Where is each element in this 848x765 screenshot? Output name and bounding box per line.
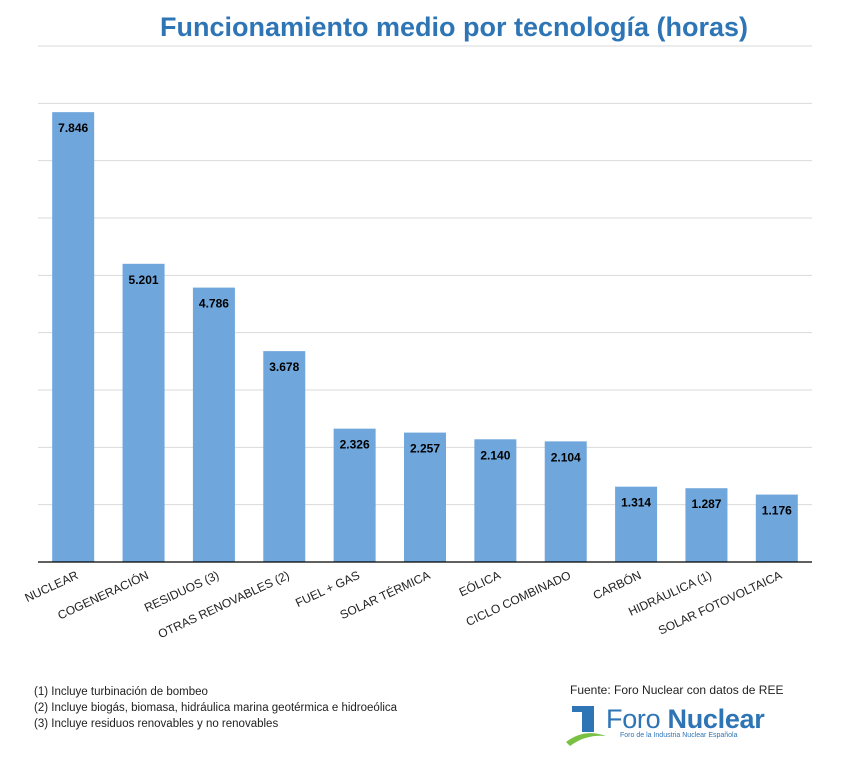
bar-4 <box>333 428 376 562</box>
data-label-9: 1.287 <box>691 497 721 511</box>
foro-nuclear-logo-icon <box>566 706 606 746</box>
bar-1 <box>122 263 165 562</box>
bar-5 <box>404 432 446 562</box>
bar-0 <box>52 112 95 563</box>
category-label-3: OTRAS RENOVABLES (2) <box>156 568 292 641</box>
footnote-3: (3) Incluye residuos renovables y no ren… <box>34 718 279 730</box>
data-label-8: 1.314 <box>621 496 651 510</box>
data-label-1: 5.201 <box>129 273 159 287</box>
bar-9 <box>685 488 728 562</box>
data-label-3: 3.678 <box>269 360 299 374</box>
footnote-2: (2) Incluye biogás, biomasa, hidráulica … <box>34 702 398 714</box>
bar-3 <box>263 351 306 562</box>
bar-6 <box>474 439 517 562</box>
chart-title: Funcionamiento medio por tecnología (hor… <box>159 12 749 42</box>
category-label-0: NUCLEAR <box>23 568 81 605</box>
logo-name-light: Foro <box>606 704 668 734</box>
data-label-6: 2.140 <box>480 448 510 462</box>
logo-name: Foro Nuclear <box>606 704 765 735</box>
footnotes: (1) Incluye turbinación de bombeo (2) In… <box>34 684 397 732</box>
data-label-4: 2.326 <box>340 438 370 452</box>
footnote-1: (1) Incluye turbinación de bombeo <box>34 686 208 698</box>
data-label-7: 2.104 <box>551 450 581 464</box>
source-note: Fuente: Foro Nuclear con datos de REE <box>570 683 784 697</box>
data-label-2: 4.786 <box>199 297 229 311</box>
bar-7 <box>544 441 587 562</box>
data-label-0: 7.846 <box>58 121 88 135</box>
foro-nuclear-logo: Foro Nuclear Foro de la Industria Nuclea… <box>564 702 765 746</box>
data-label-5: 2.257 <box>410 442 440 456</box>
bar-2 <box>192 287 235 562</box>
bar-10 <box>755 494 798 562</box>
data-label-10: 1.176 <box>762 504 792 518</box>
category-label-10: SOLAR FOTOVOLTAICA <box>656 568 784 638</box>
bar-8 <box>615 486 658 562</box>
category-label-6: EÓLICA <box>456 567 502 599</box>
bar-chart: 7.846NUCLEAR5.201COGENERACIÓN4.786RESIDU… <box>23 45 812 641</box>
logo-name-bold: Nuclear <box>667 704 765 734</box>
logo-tagline: Foro de la Industria Nuclear Española <box>620 732 738 739</box>
category-label-8: CARBÓN <box>590 567 643 602</box>
